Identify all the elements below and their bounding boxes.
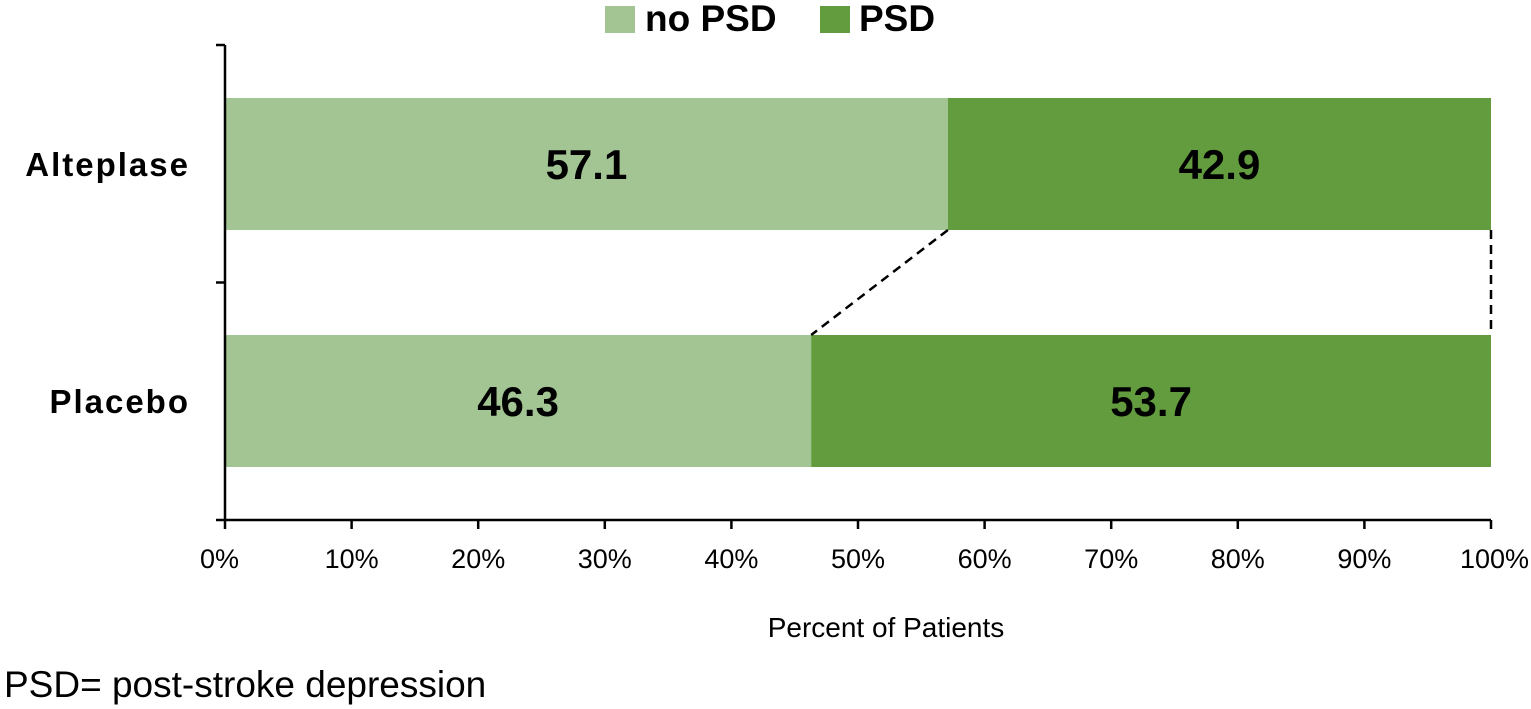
category-label-placebo: Placebo — [49, 383, 190, 420]
x-tick-label-6: 60% — [958, 544, 1012, 574]
data-label-alteplase-psd: 42.9 — [1179, 141, 1261, 188]
x-tick-label-9: 90% — [1337, 544, 1391, 574]
bar-alteplase-no-psd — [225, 98, 948, 230]
x-tick-label-3: 30% — [578, 544, 632, 574]
x-axis-title: Percent of Patients — [768, 612, 1005, 643]
labels: 57.1 42.9 Alteplase 46.3 53.7 Placebo — [25, 141, 1260, 425]
x-tick-label-0: 0% — [200, 544, 239, 574]
bar-placebo-no-psd — [225, 335, 812, 467]
x-tick-label-2: 20% — [451, 544, 505, 574]
x-tick-label-5: 50% — [831, 544, 885, 574]
data-label-alteplase-no-psd: 57.1 — [546, 141, 628, 188]
series-lines — [810, 229, 1493, 336]
legend-label-no-psd: no PSD — [645, 0, 777, 39]
x-tick-label-10: 100% — [1460, 544, 1529, 574]
category-label-alteplase: Alteplase — [25, 146, 190, 183]
legend-swatch-no-psd — [605, 6, 635, 33]
x-tick-label-1: 10% — [325, 544, 379, 574]
footnote: PSD= post-stroke depression — [4, 664, 487, 705]
x-tick-label-8: 80% — [1211, 544, 1265, 574]
x-tick-label-7: 70% — [1084, 544, 1138, 574]
legend-label-psd: PSD — [859, 0, 935, 39]
legend: no PSD PSD — [605, 0, 935, 39]
series-line-no-psd — [810, 229, 949, 336]
bars — [225, 98, 1491, 467]
x-tick-label-4: 40% — [704, 544, 758, 574]
bar-alteplase-psd — [947, 98, 1491, 230]
data-label-placebo-psd: 53.7 — [1110, 378, 1192, 425]
legend-swatch-psd — [820, 6, 850, 33]
data-label-placebo-no-psd: 46.3 — [477, 378, 559, 425]
bar-placebo-psd — [811, 335, 1491, 467]
axes: 0% 10% 20% 30% 40% 50% 60% 70% 80% 90% 100% Percent… — [200, 43, 1529, 643]
